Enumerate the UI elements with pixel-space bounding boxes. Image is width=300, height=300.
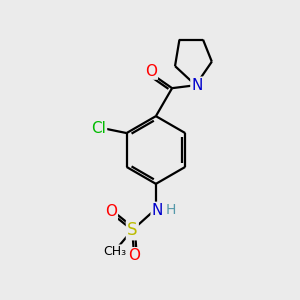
Text: O: O [128, 248, 140, 263]
Text: O: O [145, 64, 157, 79]
Text: O: O [105, 204, 117, 219]
Text: H: H [165, 203, 176, 218]
Text: CH₃: CH₃ [103, 245, 126, 258]
Text: S: S [127, 221, 138, 239]
Text: N: N [191, 78, 203, 93]
Text: Cl: Cl [91, 121, 106, 136]
Text: N: N [152, 203, 163, 218]
